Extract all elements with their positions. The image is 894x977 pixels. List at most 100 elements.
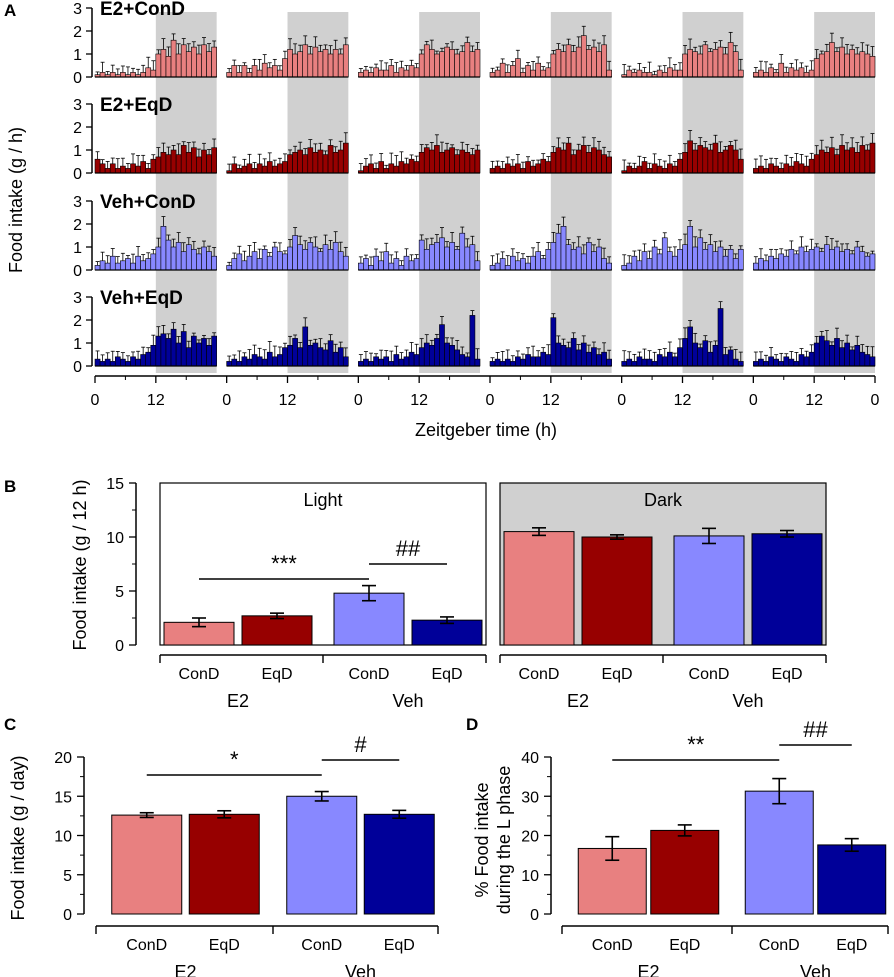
hourly-bar [165, 239, 172, 271]
hourly-bar [661, 168, 668, 174]
hourly-bar [560, 226, 567, 271]
hourly-bar [342, 142, 349, 174]
hourly-bar [358, 361, 364, 367]
hourly-bar [201, 149, 207, 174]
hourly-bar [266, 67, 273, 78]
hourly-bar [509, 65, 516, 78]
x-category-label: EqD [209, 937, 240, 954]
hourly-bar [839, 46, 845, 78]
hourly-bar [763, 260, 769, 271]
hourly-bar [707, 51, 714, 78]
hourly-bar [444, 342, 450, 367]
panel-a-hourly-intake: A Food intake (g / h) E2+ConD0123E2+EqD0… [4, 0, 880, 440]
hourly-bar [697, 53, 704, 78]
hourly-bar [135, 358, 141, 367]
hourly-bar [606, 358, 612, 367]
hourly-bar [444, 149, 450, 174]
hourly-bar [236, 253, 243, 271]
panel-a-x-axis: 0 12 0 12 0 12 0 12 0 12 0 12 0 [91, 375, 880, 409]
hourly-bar [261, 249, 268, 271]
hourly-bar [165, 55, 172, 78]
hourly-bar [322, 49, 329, 78]
hourly-bar [834, 51, 840, 78]
hourly-bar [94, 358, 101, 367]
hourly-bar [545, 249, 552, 271]
hourly-bar [444, 46, 450, 78]
hourly-bar [236, 72, 243, 78]
panel-d-plot: 0 10 20 30 40 ConD EqD ConD EqD E2 Veh ** ## [521, 717, 889, 977]
hourly-bar [241, 165, 248, 174]
hourly-bar [818, 335, 825, 367]
hourly-bar [211, 335, 217, 367]
hourly-bar [626, 358, 633, 367]
row-y-tick-label: 1 [73, 240, 82, 257]
hourly-bar [702, 249, 709, 271]
hourly-bar [191, 147, 197, 174]
hourly-bar [368, 361, 374, 367]
hourly-bar [661, 356, 668, 367]
hourly-bar [783, 72, 790, 78]
hourly-bar [327, 340, 334, 367]
hourly-bar [808, 158, 815, 174]
hourly-bar [732, 258, 739, 271]
bar-eqd-veh [411, 619, 483, 646]
hourly-bar [859, 351, 866, 367]
hourly-bar [839, 145, 845, 174]
hourly-bar [418, 239, 425, 271]
hourly-bar [509, 255, 516, 271]
row-y-tick-label: 2 [73, 217, 82, 234]
hourly-bar [717, 46, 724, 78]
panel-d-light-phase-percent: D % Food intake during the L phase 0 10 20… [466, 715, 889, 977]
hourly-bar [135, 165, 141, 174]
hourly-bar [292, 53, 298, 78]
hourly-bar [423, 147, 430, 174]
hourly-bar [109, 255, 116, 271]
hourly-bar [236, 361, 243, 367]
hourly-bar [418, 152, 425, 174]
hourly-bar [378, 161, 384, 174]
hourly-bar [459, 149, 466, 174]
hourly-bar [651, 246, 658, 271]
hourly-bar [403, 69, 410, 78]
hourly-bar [778, 253, 785, 271]
panel-c-letter: C [4, 715, 16, 734]
hourly-bar [454, 154, 461, 174]
hourly-bar [368, 72, 374, 78]
hourly-bar [651, 163, 658, 174]
hourly-bar [170, 149, 177, 174]
hourly-bar [271, 246, 278, 271]
x-category-label: ConD [301, 937, 342, 954]
hourly-bar [327, 145, 334, 174]
hourly-bar [302, 326, 309, 367]
hourly-bar [631, 168, 638, 174]
hourly-bar [591, 147, 597, 174]
x-category-label: EqD [771, 666, 802, 683]
hourly-bar [727, 42, 734, 78]
hourly-bar [565, 142, 572, 174]
hourly-bar [636, 165, 643, 174]
hourly-bar [565, 44, 572, 78]
hourly-bar [763, 168, 769, 174]
hourly-bar [788, 67, 795, 78]
hourly-bar [241, 65, 248, 78]
hourly-bar [555, 147, 562, 174]
hourly-bar [550, 317, 557, 367]
y-tick-label: 20 [54, 750, 72, 767]
panel-a-x-tick-label: 12 [674, 392, 692, 409]
hourly-bar [591, 46, 597, 78]
subpanel-light: Light ConD EqD ConD EqD E2 Veh *** ## [159, 482, 487, 711]
hourly-bar [596, 149, 602, 174]
hourly-bar [337, 251, 344, 271]
hourly-bar [586, 152, 592, 174]
hourly-bar [834, 154, 840, 174]
hourly-bar [398, 265, 405, 271]
hourly-bar [540, 158, 547, 174]
hourly-bar [322, 154, 329, 174]
hourly-bar [383, 168, 390, 174]
hourly-bar [114, 262, 121, 271]
hourly-bar [175, 242, 182, 271]
hourly-bar [231, 65, 238, 78]
hourly-bar [575, 46, 582, 78]
hourly-bar [307, 242, 314, 271]
hourly-bar [191, 249, 197, 271]
